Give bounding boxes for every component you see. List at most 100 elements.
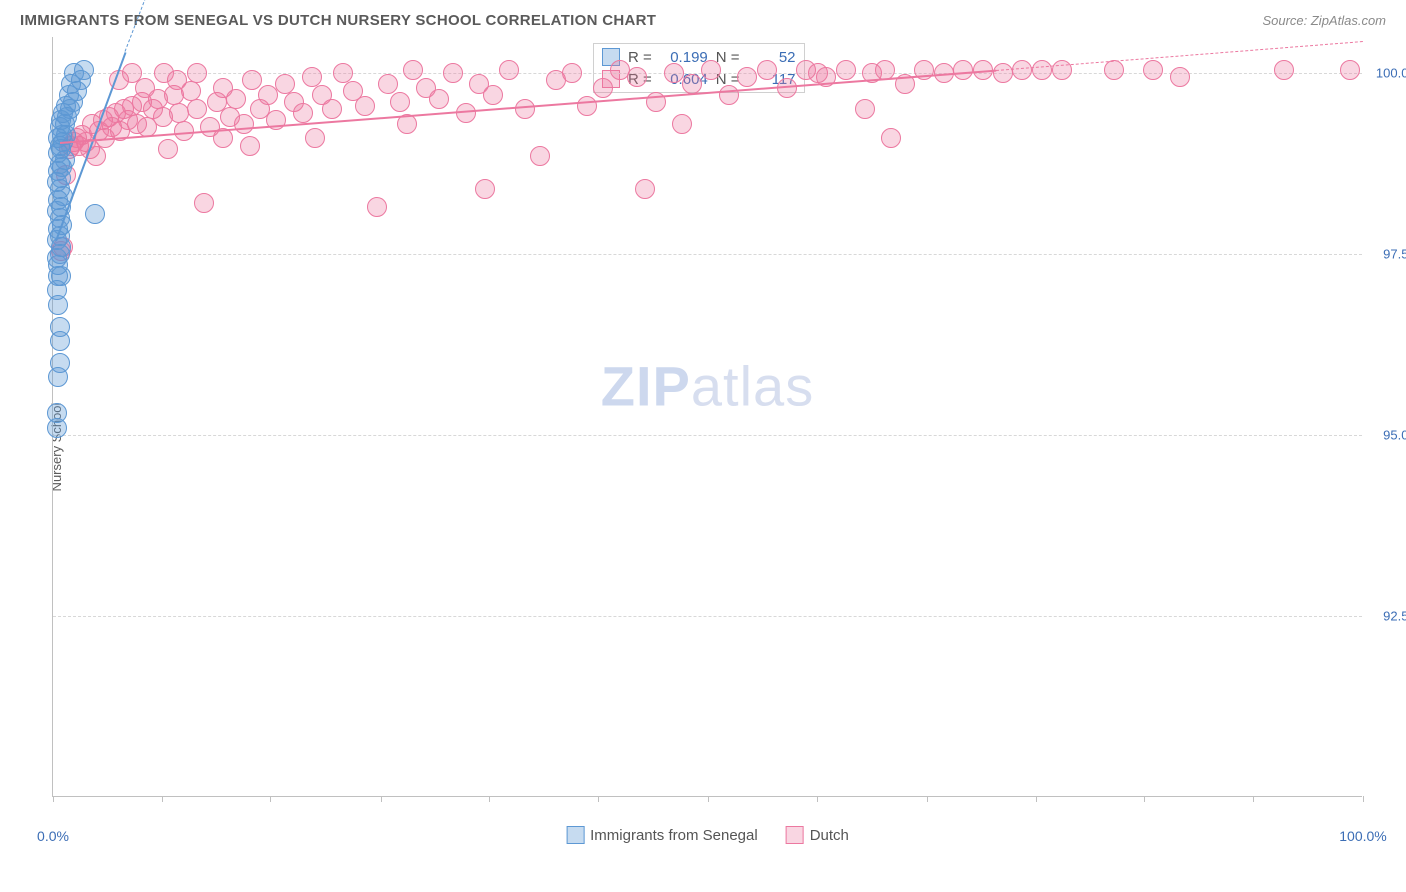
point-dutch [530, 146, 550, 166]
point-senegal [74, 60, 94, 80]
point-dutch [355, 96, 375, 116]
chart-title: IMMIGRANTS FROM SENEGAL VS DUTCH NURSERY… [20, 12, 656, 29]
y-tick-label: 95.0% [1370, 428, 1406, 443]
x-tick [53, 796, 54, 802]
point-dutch [836, 60, 856, 80]
point-dutch [242, 70, 262, 90]
source-label: Source: ZipAtlas.com [1262, 13, 1386, 28]
stat-n-label: N = [716, 49, 740, 66]
point-dutch [737, 67, 757, 87]
legend-bottom: Immigrants from Senegal Dutch [566, 826, 849, 844]
point-dutch [403, 60, 423, 80]
point-dutch [302, 67, 322, 87]
x-tick-label-left: 0.0% [37, 828, 69, 844]
point-dutch [672, 114, 692, 134]
point-dutch [1012, 60, 1032, 80]
point-dutch [483, 85, 503, 105]
plot-area: ZIPatlas R =0.199N =52R =0.604N =117 Imm… [52, 37, 1362, 797]
point-dutch [169, 103, 189, 123]
point-dutch [953, 60, 973, 80]
point-dutch [855, 99, 875, 119]
point-dutch [187, 99, 207, 119]
point-dutch [378, 74, 398, 94]
legend-label: Dutch [810, 827, 849, 844]
y-tick-label: 92.5% [1370, 609, 1406, 624]
point-dutch [305, 128, 325, 148]
point-dutch [1052, 60, 1072, 80]
point-dutch [322, 99, 342, 119]
x-tick [927, 796, 928, 802]
point-dutch [429, 89, 449, 109]
x-tick [817, 796, 818, 802]
x-tick [162, 796, 163, 802]
point-dutch [1143, 60, 1163, 80]
point-dutch [664, 63, 684, 83]
point-dutch [293, 103, 313, 123]
x-tick [1253, 796, 1254, 802]
x-tick [708, 796, 709, 802]
point-senegal [47, 403, 67, 423]
grid-line [53, 616, 1362, 617]
legend-label: Immigrants from Senegal [590, 827, 758, 844]
stat-r-label: R = [628, 49, 652, 66]
point-dutch [367, 197, 387, 217]
point-dutch [757, 60, 777, 80]
x-tick-label-right: 100.0% [1339, 828, 1386, 844]
point-dutch [1340, 60, 1360, 80]
point-dutch [1032, 60, 1052, 80]
point-dutch [234, 114, 254, 134]
point-dutch [443, 63, 463, 83]
x-tick [1036, 796, 1037, 802]
x-tick [1363, 796, 1364, 802]
point-dutch [194, 193, 214, 213]
x-tick [489, 796, 490, 802]
y-tick-label: 100.0% [1370, 66, 1406, 81]
point-dutch [226, 89, 246, 109]
point-dutch [499, 60, 519, 80]
chart-wrapper: Nursery School ZIPatlas R =0.199N =52R =… [8, 37, 1398, 857]
point-dutch [562, 63, 582, 83]
point-dutch [135, 78, 155, 98]
legend-swatch [566, 826, 584, 844]
point-dutch [993, 63, 1013, 83]
point-dutch [390, 92, 410, 112]
point-dutch [275, 74, 295, 94]
x-tick [598, 796, 599, 802]
point-dutch [881, 128, 901, 148]
y-tick-label: 97.5% [1370, 247, 1406, 262]
point-dutch [719, 85, 739, 105]
point-senegal [50, 353, 70, 373]
point-dutch [1170, 67, 1190, 87]
point-dutch [167, 70, 187, 90]
x-tick [270, 796, 271, 802]
x-tick [1144, 796, 1145, 802]
point-dutch [1274, 60, 1294, 80]
point-dutch [577, 96, 597, 116]
point-dutch [593, 78, 613, 98]
point-dutch [475, 179, 495, 199]
legend-item: Immigrants from Senegal [566, 826, 758, 844]
point-dutch [701, 60, 721, 80]
grid-line [53, 254, 1362, 255]
point-dutch [875, 60, 895, 80]
header-row: IMMIGRANTS FROM SENEGAL VS DUTCH NURSERY… [8, 8, 1398, 37]
grid-line [53, 435, 1362, 436]
legend-swatch [786, 826, 804, 844]
point-dutch [635, 179, 655, 199]
point-dutch [240, 136, 260, 156]
point-dutch [158, 139, 178, 159]
x-tick [381, 796, 382, 802]
point-dutch [627, 67, 647, 87]
stat-r-value: 0.199 [660, 49, 708, 66]
watermark-rest: atlas [691, 355, 814, 418]
point-dutch [682, 74, 702, 94]
watermark-bold: ZIP [601, 355, 691, 418]
point-senegal [85, 204, 105, 224]
point-dutch [333, 63, 353, 83]
watermark: ZIPatlas [601, 354, 814, 419]
point-dutch [1104, 60, 1124, 80]
legend-item: Dutch [786, 826, 849, 844]
point-dutch [187, 63, 207, 83]
point-senegal [50, 317, 70, 337]
point-dutch [515, 99, 535, 119]
